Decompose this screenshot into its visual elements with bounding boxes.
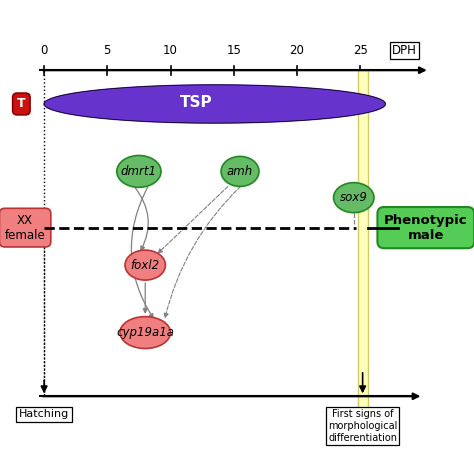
Text: 25: 25 (353, 44, 367, 57)
Ellipse shape (117, 155, 161, 187)
Text: cyp19a1a: cyp19a1a (116, 326, 174, 339)
Text: T: T (17, 98, 26, 110)
Text: amh: amh (227, 165, 253, 178)
Text: 15: 15 (226, 44, 241, 57)
Text: Hatching: Hatching (19, 410, 69, 419)
Polygon shape (44, 85, 385, 123)
Ellipse shape (125, 250, 165, 280)
Ellipse shape (221, 156, 259, 186)
Text: First signs of
morphological
differentiation: First signs of morphological differentia… (328, 410, 397, 443)
Ellipse shape (120, 317, 171, 348)
Text: 5: 5 (104, 44, 111, 57)
Ellipse shape (334, 182, 374, 213)
Text: XX
female: XX female (5, 214, 46, 242)
Bar (357, 70, 368, 415)
Text: 20: 20 (290, 44, 304, 57)
Text: DPH: DPH (392, 44, 417, 57)
Text: TSP: TSP (180, 95, 212, 109)
Text: 0: 0 (40, 44, 48, 57)
Text: foxl2: foxl2 (131, 259, 160, 272)
Text: 10: 10 (163, 44, 178, 57)
Text: sox9: sox9 (340, 191, 368, 204)
Text: dmrt1: dmrt1 (121, 165, 157, 178)
Text: Phenotypic
male: Phenotypic male (384, 214, 468, 242)
